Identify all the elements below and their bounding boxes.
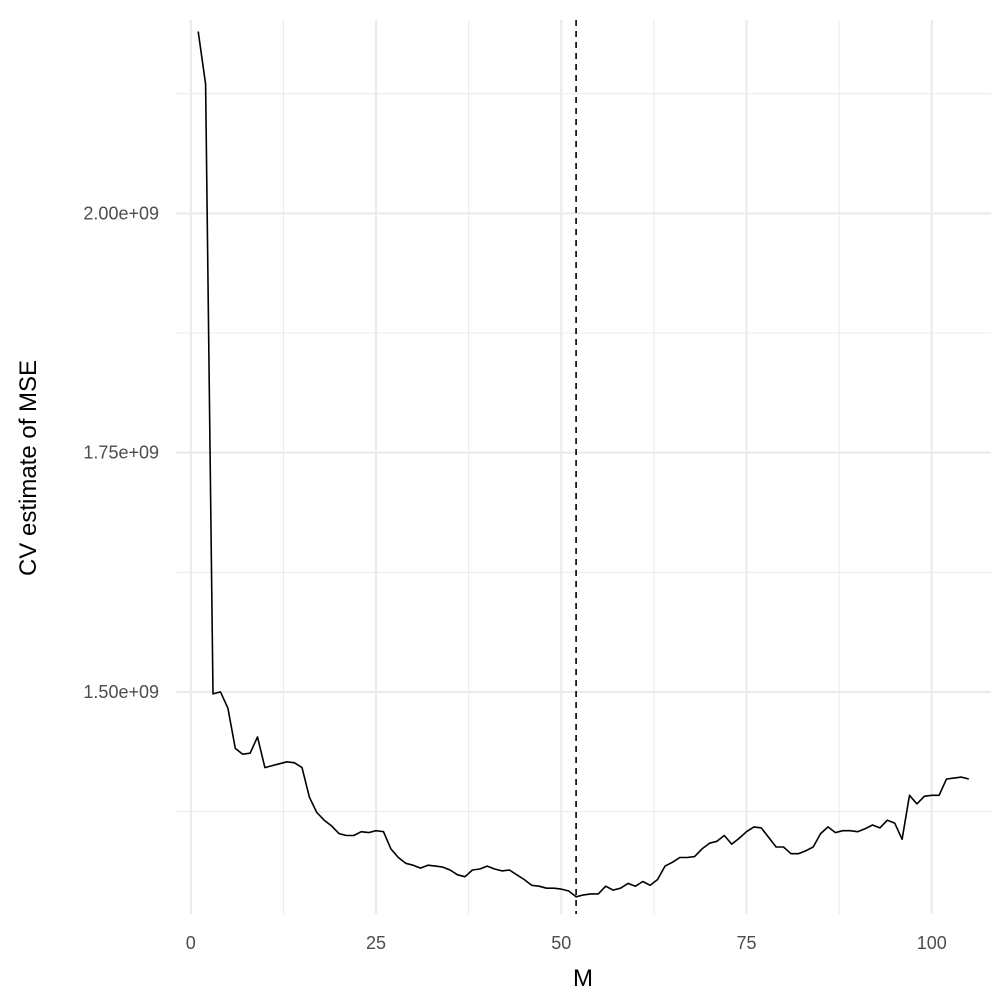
x-tick-label: 25: [366, 933, 386, 953]
y-tick-label: 1.50e+09: [83, 682, 159, 702]
y-axis-tick-labels: 1.50e+09 1.75e+09 2.00e+09: [83, 203, 159, 702]
x-axis-title: M: [573, 965, 593, 992]
cv-mse-series-line: [197, 31, 969, 898]
x-axis-tick-labels: 0 25 50 75 100: [186, 933, 947, 953]
y-tick-label: 2.00e+09: [83, 203, 159, 223]
x-tick-label: 100: [917, 933, 947, 953]
y-axis-title: CV estimate of MSE: [15, 360, 42, 576]
minor-gridlines: [176, 20, 991, 914]
y-tick-label: 1.75e+09: [83, 443, 159, 463]
x-tick-label: 0: [186, 933, 196, 953]
major-gridlines: [176, 20, 991, 914]
x-tick-label: 75: [736, 933, 756, 953]
x-tick-label: 50: [551, 933, 571, 953]
